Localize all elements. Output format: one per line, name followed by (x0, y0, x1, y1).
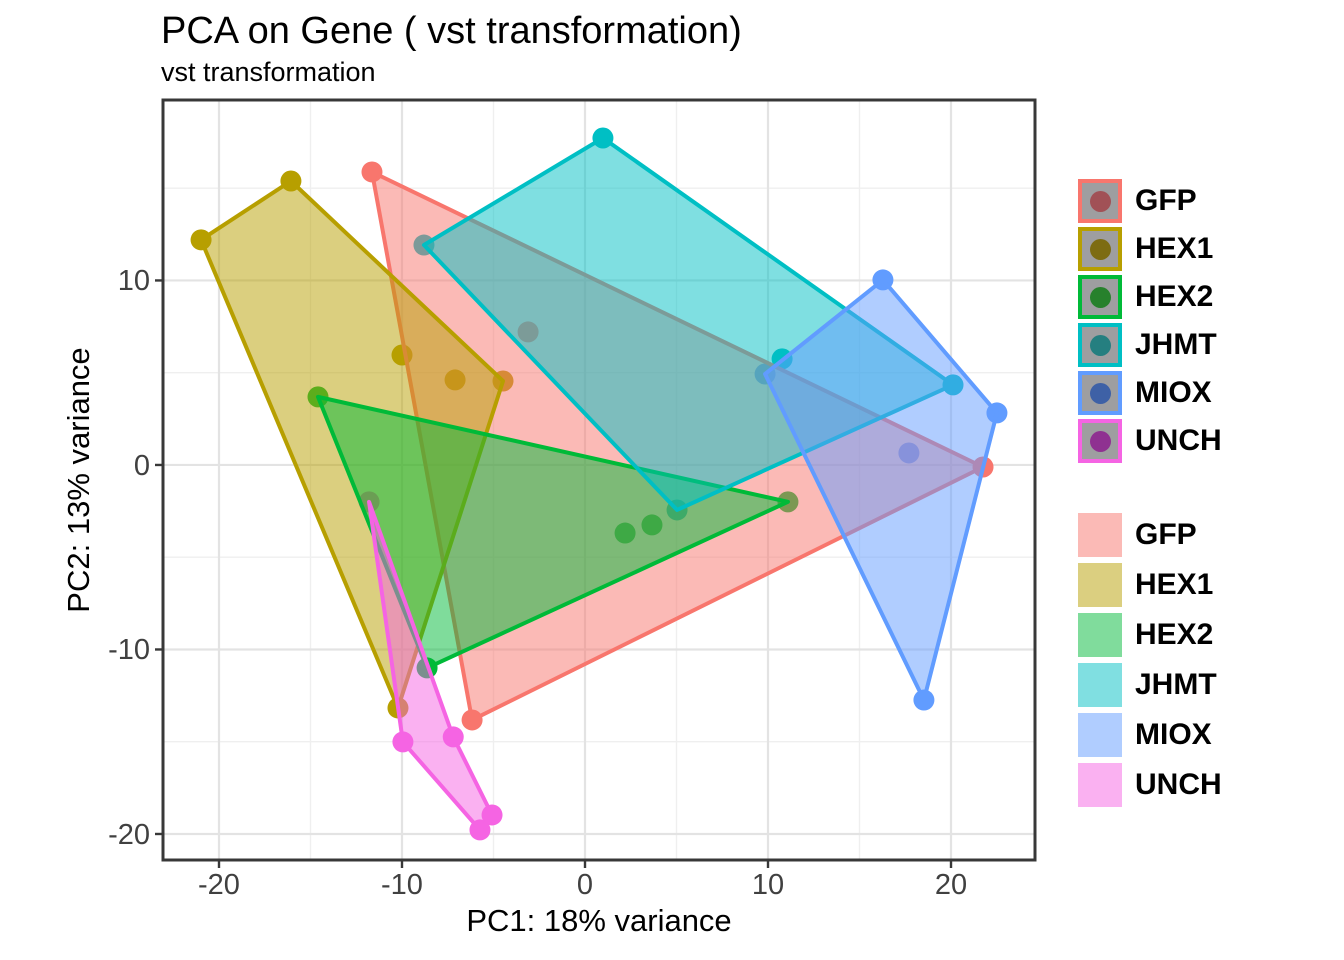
x-tick-label: -20 (198, 869, 240, 901)
legend-key-point-UNCH (1078, 419, 1122, 463)
x-tick-label: 20 (934, 869, 968, 901)
legend-label: UNCH (1135, 424, 1222, 457)
legend-label: HEX2 (1135, 280, 1214, 313)
legend-item-MIOX: MIOX (1078, 371, 1222, 415)
legend-dot-icon (1089, 382, 1111, 404)
legend-label: GFP (1135, 184, 1197, 217)
legend-key-point-MIOX (1078, 371, 1122, 415)
legend-key-point-JHMT (1078, 323, 1122, 367)
legend-fill-color: GFP HEX1 HEX2 JHMT MIOX UNCH (1078, 513, 1222, 807)
legend-label: GFP (1135, 518, 1197, 551)
legend-item-HEX1: HEX1 (1078, 563, 1222, 607)
legend-label: JHMT (1135, 668, 1217, 701)
x-axis-title: PC1: 18% variance (466, 903, 732, 938)
hull-polygon-UNCH (367, 499, 495, 832)
legend-label: MIOX (1135, 376, 1212, 409)
legend-dot-icon (1089, 286, 1111, 308)
legend-label: UNCH (1135, 768, 1222, 801)
legend-item-JHMT: JHMT (1078, 663, 1222, 707)
legend-key-fill-HEX1 (1078, 563, 1122, 607)
x-tick-label: -10 (381, 869, 423, 901)
y-tick-label: 10 (117, 265, 150, 298)
legend-key-fill-MIOX (1078, 713, 1122, 757)
plot-subtitle: vst transformation (161, 57, 376, 87)
legend-key-point-HEX2 (1078, 275, 1122, 319)
legend-label: HEX1 (1135, 232, 1214, 265)
legend-item-HEX2: HEX2 (1078, 275, 1222, 319)
y-tick-label: -20 (108, 818, 150, 851)
hull-polygon-MIOX (763, 277, 999, 703)
legend-item-GFP: GFP (1078, 179, 1222, 223)
legend-item-UNCH: UNCH (1078, 763, 1222, 807)
legend-key-fill-HEX2 (1078, 613, 1122, 657)
legend-item-JHMT: JHMT (1078, 323, 1222, 367)
legend-key-point-GFP (1078, 179, 1122, 223)
legend-point-color: GFP HEX1 HEX2 JHMT MIOX UNCH (1078, 179, 1222, 463)
x-tick-label: 0 (576, 869, 594, 901)
legend-key-fill-GFP (1078, 513, 1122, 557)
legend-item-UNCH: UNCH (1078, 419, 1222, 463)
legend-label: MIOX (1135, 718, 1212, 751)
legend-key-fill-JHMT (1078, 663, 1122, 707)
legend-key-fill-UNCH (1078, 763, 1122, 807)
legend-dot-icon (1089, 334, 1111, 356)
x-tick-label: 10 (751, 869, 785, 901)
legend-dot-icon (1089, 430, 1111, 452)
panel-border (161, 98, 1037, 862)
legend-item-HEX2: HEX2 (1078, 613, 1222, 657)
y-tick-label: -10 (108, 634, 150, 667)
legend-dot-icon (1089, 190, 1111, 212)
y-tick-label: 0 (133, 449, 150, 482)
plot-title: PCA on Gene ( vst transformation) (161, 10, 742, 52)
legend-label: HEX1 (1135, 568, 1214, 601)
legend-item-HEX1: HEX1 (1078, 227, 1222, 271)
legend-item-GFP: GFP (1078, 513, 1222, 557)
legend-dot-icon (1089, 238, 1111, 260)
legend-key-point-HEX1 (1078, 227, 1122, 271)
legend-label: JHMT (1135, 328, 1217, 361)
legend-label: HEX2 (1135, 618, 1214, 651)
legend-item-MIOX: MIOX (1078, 713, 1222, 757)
